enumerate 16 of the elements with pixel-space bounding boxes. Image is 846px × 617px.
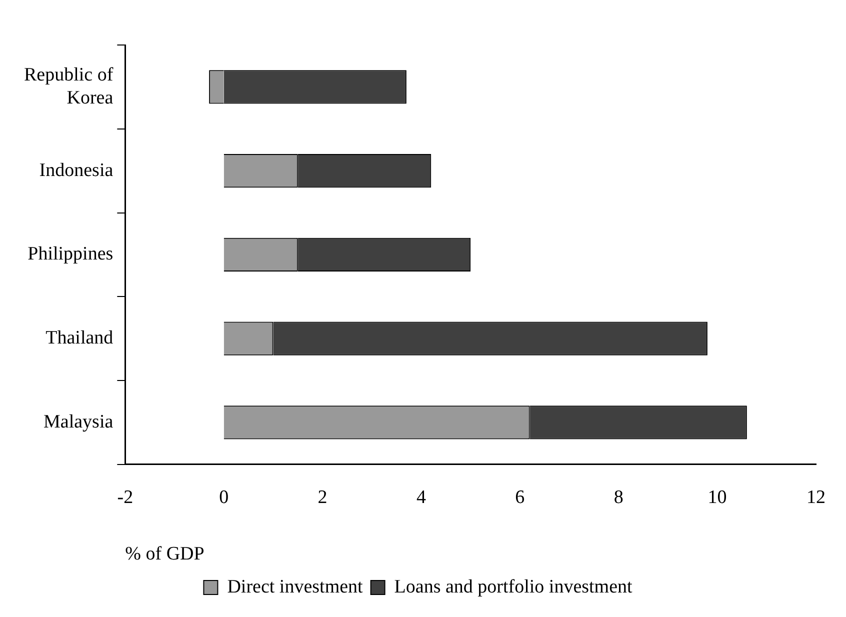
x-tick-label: 8 (614, 486, 624, 508)
x-tick-label: 0 (219, 486, 229, 508)
x-tick-label: 2 (318, 486, 328, 508)
x-tick-label: 4 (416, 486, 426, 508)
legend-label: Loans and portfolio investment (394, 576, 634, 598)
y-tick-label: Malaysia (44, 411, 114, 432)
x-tick-label: -2 (117, 486, 134, 508)
legend-label: Direct investment (227, 576, 364, 598)
x-axis-title: % of GDP (125, 544, 204, 565)
y-tick-label: Thailand (46, 328, 114, 349)
y-tick-label: Indonesia (39, 160, 114, 181)
x-tick-label: 10 (708, 486, 727, 508)
x-tick-label: 12 (806, 486, 826, 508)
y-tick-label: Republic of Korea (24, 64, 114, 108)
y-tick-label: Philippines (28, 244, 114, 265)
x-tick-label: 6 (515, 486, 525, 508)
